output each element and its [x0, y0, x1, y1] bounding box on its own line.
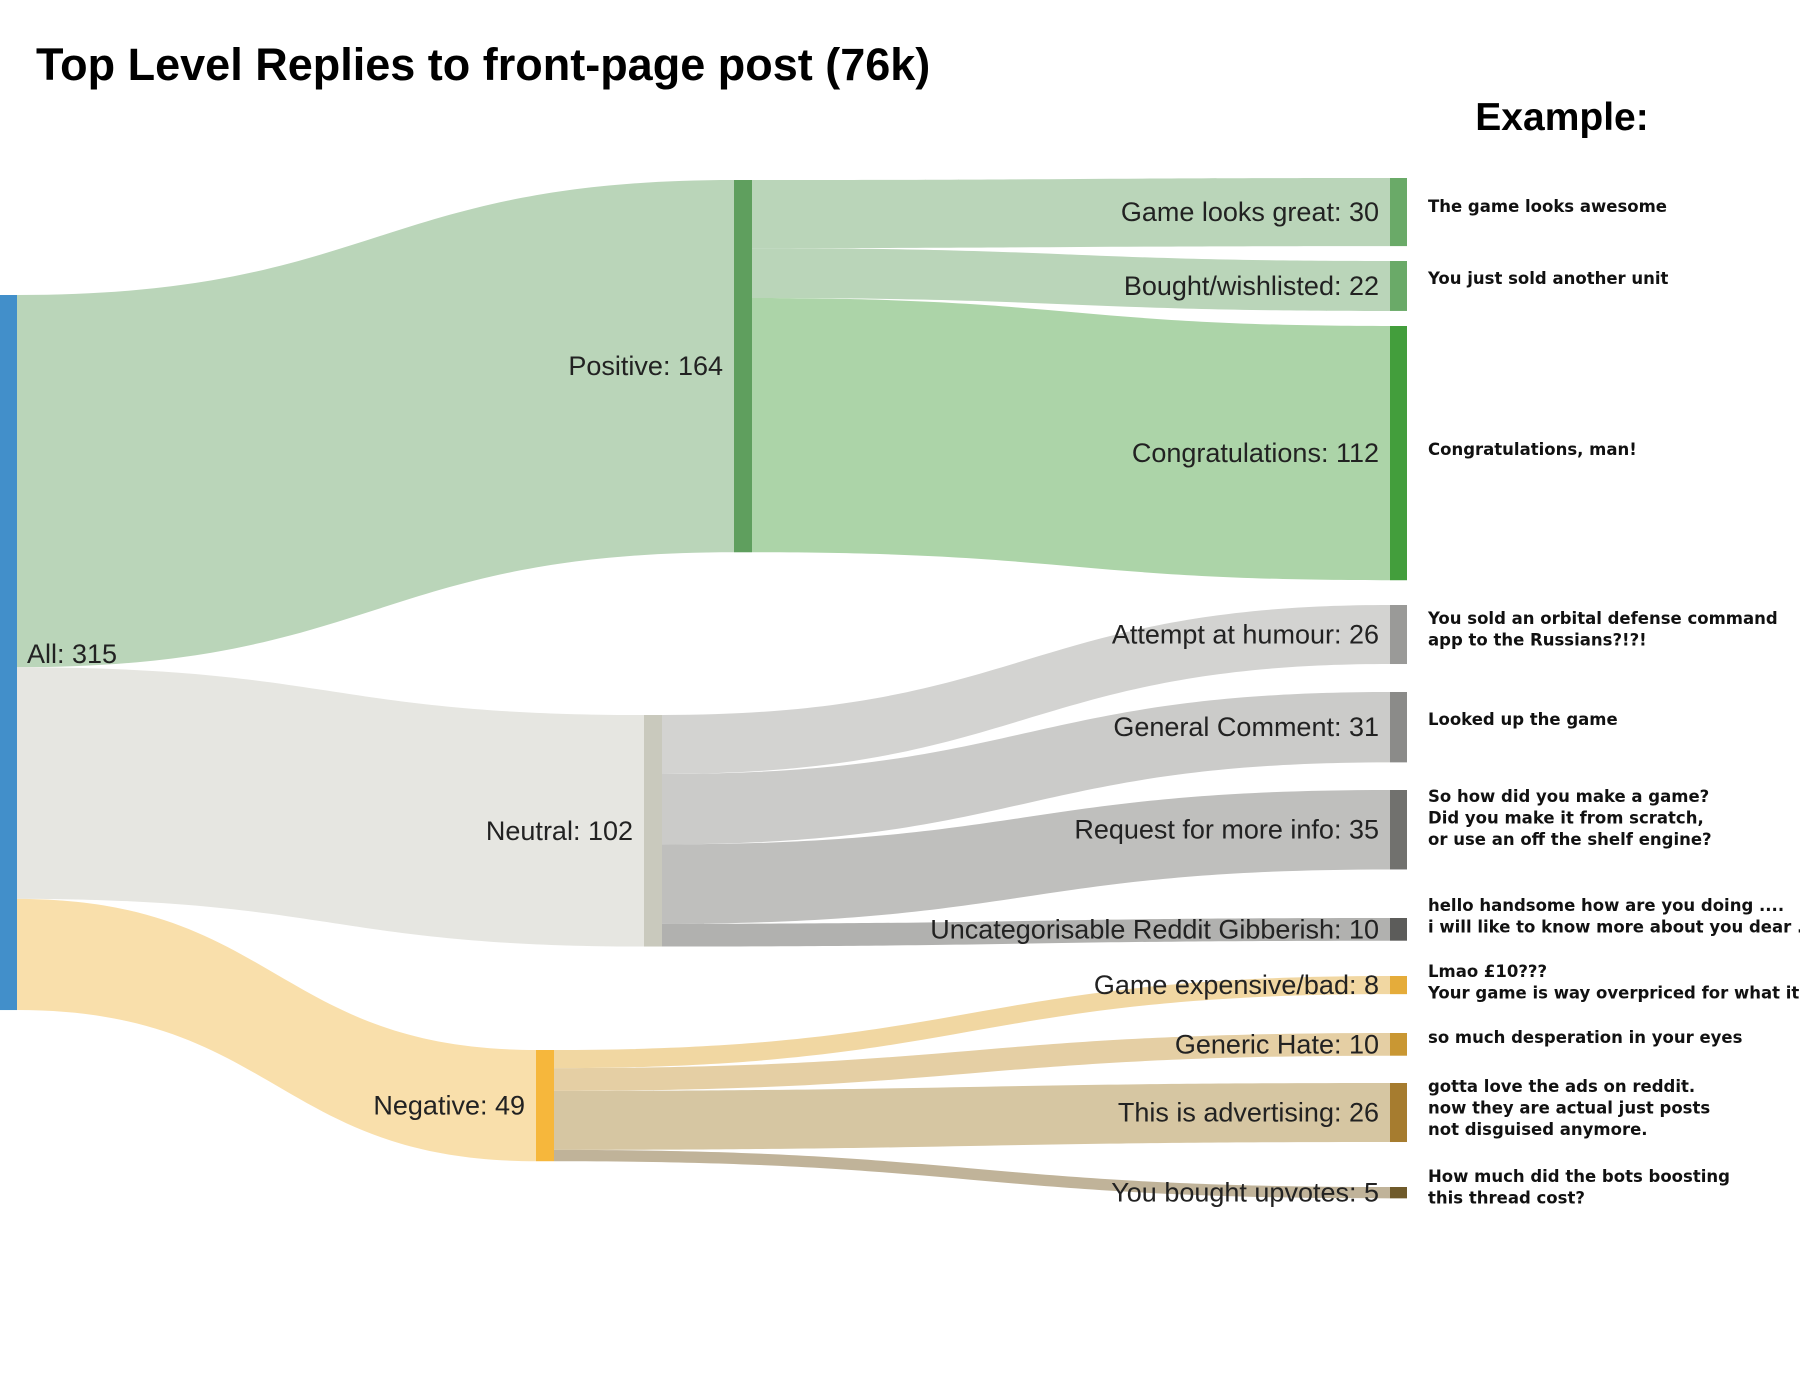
example-bought_wishlisted: You just sold another unit	[1427, 269, 1669, 288]
labels-layer: All: 315 Positive: 164 Neutral: 102 Negativ…	[27, 197, 1379, 1208]
nodes-layer	[0, 178, 1407, 1199]
link-positive-to-bought_wishlisted	[752, 248, 1390, 311]
node-congratulations	[1390, 326, 1407, 581]
example-congratulations: Congratulations, man!	[1428, 440, 1637, 459]
example-line: Congratulations, man!	[1428, 440, 1637, 459]
link-positive-to-congratulations	[752, 298, 1390, 581]
node-label-bought_wishlisted: Bought/wishlisted: 22	[1124, 271, 1379, 301]
example-line: How much did the bots boosting	[1428, 1167, 1730, 1186]
node-game_expensive	[1390, 976, 1407, 995]
example-bought_upvotes: How much did the bots boosting this threa…	[1428, 1167, 1730, 1208]
link-negative-to-generic_hate	[554, 1033, 1390, 1091]
node-label-gibberish: Uncategorisable Reddit Gibberish: 10	[930, 914, 1379, 944]
node-all	[0, 295, 17, 1011]
node-request_info	[1390, 790, 1407, 870]
example-line: not disguised anymore.	[1428, 1120, 1648, 1139]
example-gibberish: hello handsome how are you doing .... i w…	[1428, 896, 1800, 937]
example-game_expensive: Lmao £10??? Your game is way overpriced f…	[1427, 962, 1800, 1003]
example-line: The game looks awesome	[1428, 197, 1667, 216]
example-line: i will like to know more about you dear …	[1428, 918, 1800, 937]
example-line: hello handsome how are you doing ....	[1428, 896, 1784, 915]
node-label-request_info: Request for more info: 35	[1074, 815, 1379, 845]
node-label-advertising: This is advertising: 26	[1118, 1098, 1379, 1128]
link-neutral-to-request_info	[662, 790, 1390, 924]
node-label-all: All: 315	[27, 639, 117, 669]
link-negative-to-advertising	[554, 1083, 1390, 1150]
node-label-positive: Positive: 164	[568, 351, 723, 381]
node-label-bought_upvotes: You bought upvotes: 5	[1111, 1178, 1379, 1208]
node-label-game_looks_great: Game looks great: 30	[1121, 197, 1379, 227]
example-line: this thread cost?	[1428, 1189, 1585, 1208]
node-attempt_humour	[1390, 605, 1407, 665]
example-line: You sold an orbital defense command	[1427, 609, 1778, 628]
example-request_info: So how did you make a game? Did you make …	[1428, 787, 1712, 849]
node-positive	[734, 180, 752, 553]
link-neutral-to-general_comment	[662, 692, 1390, 845]
example-line: Lmao £10???	[1428, 962, 1547, 981]
link-positive-to-game_looks_great	[752, 178, 1390, 249]
example-line: so much desperation in your eyes	[1428, 1028, 1743, 1047]
node-label-attempt_humour: Attempt at humour: 26	[1112, 620, 1379, 650]
example-line: You just sold another unit	[1427, 269, 1669, 288]
example-line: now they are actual just posts	[1428, 1099, 1710, 1118]
chart-title: Top Level Replies to front-page post (76…	[36, 39, 930, 90]
example-general_comment: Looked up the game	[1428, 710, 1618, 729]
node-negative	[536, 1050, 554, 1162]
example-line: or use an off the shelf engine?	[1428, 830, 1712, 849]
example-line: Looked up the game	[1428, 710, 1618, 729]
link-all-to-neutral	[17, 667, 644, 947]
link-all-to-positive	[17, 180, 734, 668]
node-game_looks_great	[1390, 178, 1407, 247]
link-neutral-to-gibberish	[662, 918, 1390, 947]
example-generic_hate: so much desperation in your eyes	[1428, 1028, 1743, 1047]
link-negative-to-bought_upvotes	[554, 1149, 1390, 1199]
links-layer	[17, 178, 1390, 1199]
node-label-generic_hate: Generic Hate: 10	[1175, 1029, 1379, 1059]
examples-heading: Example:	[1475, 96, 1648, 139]
node-bought_wishlisted	[1390, 261, 1407, 311]
node-label-congratulations: Congratulations: 112	[1132, 438, 1379, 468]
example-line: So how did you make a game?	[1428, 787, 1709, 806]
link-all-to-negative	[17, 898, 536, 1162]
examples-layer: The game looks awesome You just sold anot…	[1427, 197, 1800, 1208]
node-advertising	[1390, 1083, 1407, 1143]
link-neutral-to-attempt_humour	[662, 605, 1390, 775]
example-line: app to the Russians?!?!	[1428, 631, 1647, 650]
node-label-neutral: Neutral: 102	[486, 816, 633, 846]
example-advertising: gotta love the ads on reddit. now they ar…	[1428, 1077, 1710, 1139]
node-label-general_comment: General Comment: 31	[1113, 712, 1379, 742]
link-negative-to-game_expensive	[554, 976, 1390, 1069]
node-neutral	[644, 715, 662, 947]
example-game_looks_great: The game looks awesome	[1428, 197, 1667, 216]
node-general_comment	[1390, 692, 1407, 763]
node-label-negative: Negative: 49	[373, 1091, 525, 1121]
node-bought_upvotes	[1390, 1187, 1407, 1199]
example-line: Did you make it from scratch,	[1428, 809, 1704, 828]
node-generic_hate	[1390, 1033, 1407, 1056]
node-gibberish	[1390, 918, 1407, 941]
example-attempt_humour: You sold an orbital defense command app t…	[1427, 609, 1778, 650]
example-line: Your game is way overpriced for what it …	[1427, 984, 1800, 1003]
node-label-game_expensive: Game expensive/bad: 8	[1094, 970, 1379, 1000]
example-line: gotta love the ads on reddit.	[1428, 1077, 1695, 1096]
